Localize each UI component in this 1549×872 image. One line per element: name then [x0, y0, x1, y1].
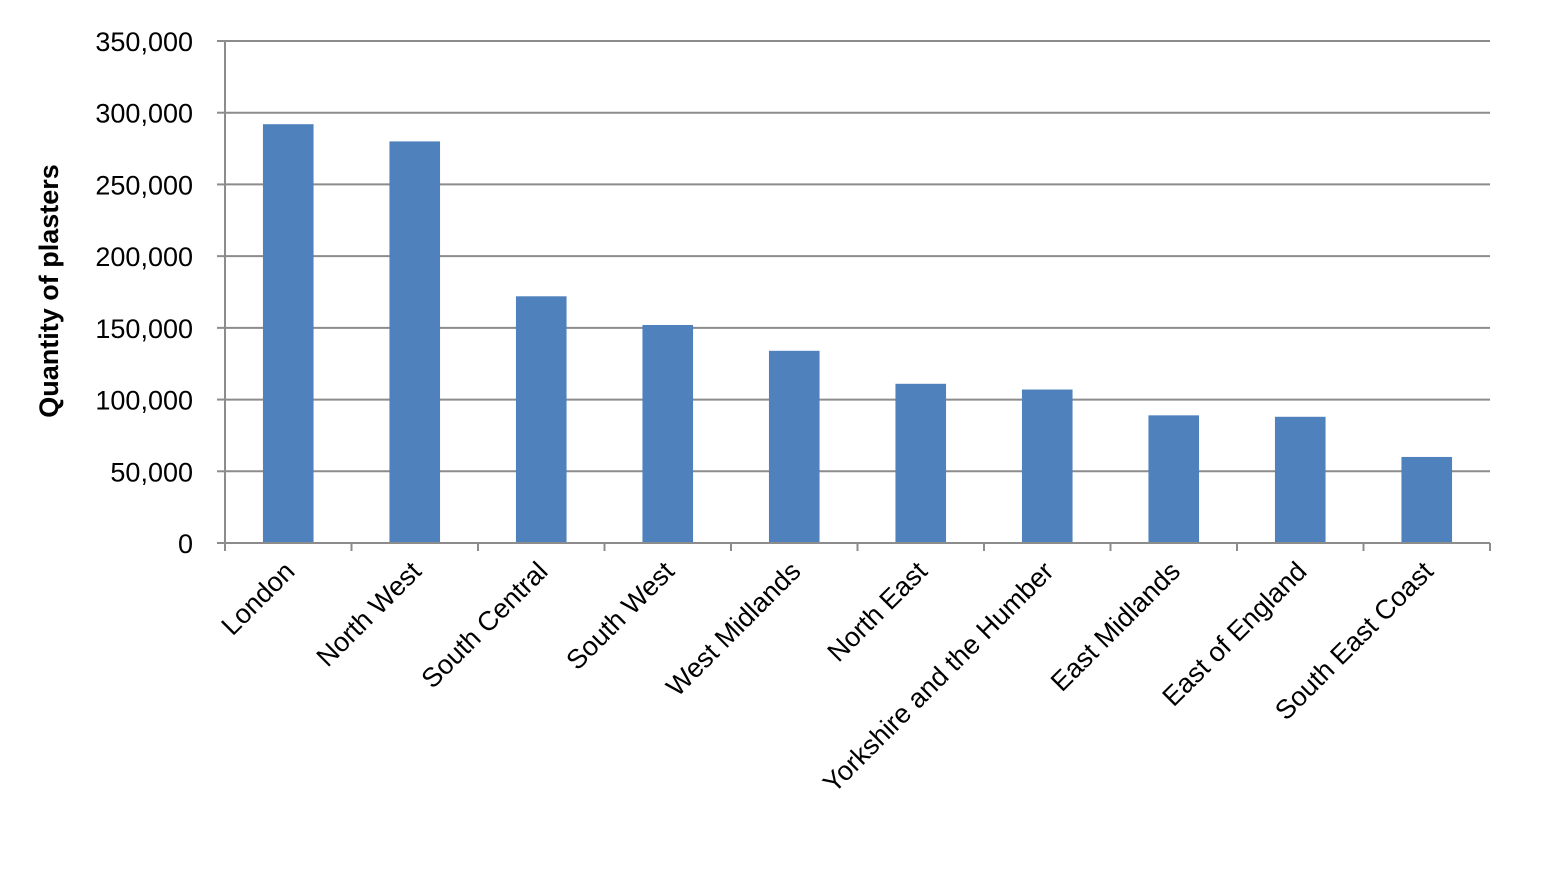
y-tick-label: 300,000	[95, 99, 193, 129]
x-tick-label: South West	[560, 556, 680, 676]
y-tick-label: 50,000	[110, 457, 193, 487]
y-tick-label: 350,000	[95, 27, 193, 57]
y-tick-label: 200,000	[95, 242, 193, 272]
x-tick-label: South Central	[416, 556, 554, 694]
x-tick-label: West Midlands	[660, 556, 806, 702]
bar	[642, 324, 694, 543]
y-tick-label: 0	[178, 529, 193, 559]
bar	[1148, 415, 1200, 543]
y-tick-labels: 0 50,000 100,000 150,000 200,000 250,000 300,0…	[95, 27, 193, 559]
x-tick-label: East Midlands	[1045, 556, 1186, 697]
bar	[262, 124, 314, 543]
y-axis-title: Quantity of plasters	[34, 164, 64, 418]
bar	[1401, 456, 1453, 543]
bar	[1274, 416, 1326, 543]
x-tick-label: North West	[311, 556, 428, 673]
bar	[389, 141, 441, 543]
bars	[262, 124, 1453, 543]
y-tick-label: 100,000	[95, 386, 193, 416]
bar	[895, 383, 947, 543]
y-tick-label: 250,000	[95, 170, 193, 200]
axes	[217, 40, 1491, 551]
bar	[1021, 389, 1073, 543]
bar	[768, 350, 820, 543]
x-tick-label: North East	[822, 556, 934, 668]
x-tick-label: London	[216, 556, 301, 641]
x-tick-label: Yorkshire and the Humber	[817, 556, 1059, 798]
y-tick-label: 150,000	[95, 314, 193, 344]
bar	[515, 296, 567, 543]
